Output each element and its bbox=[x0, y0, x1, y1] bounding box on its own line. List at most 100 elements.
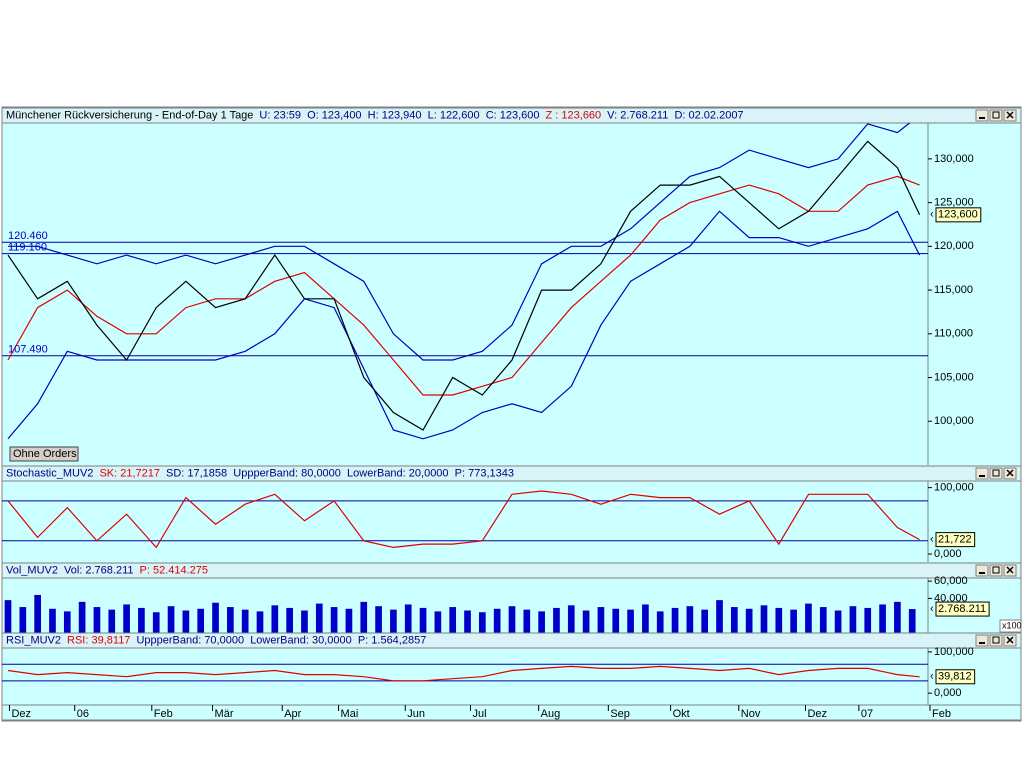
orders-button bbox=[9, 446, 79, 462]
volume-bar bbox=[760, 605, 768, 633]
y-tick-label: 0,000 bbox=[934, 687, 962, 699]
orders-button-label: Ohne Orders bbox=[13, 448, 77, 460]
volume-bar bbox=[597, 607, 605, 633]
y-tick-label: 105,000 bbox=[934, 371, 974, 383]
x-tick-label: Feb bbox=[154, 708, 173, 720]
x-tick-label: Okt bbox=[673, 708, 690, 720]
volume-bar bbox=[553, 607, 560, 633]
series-line bbox=[7, 140, 921, 431]
volume-bar bbox=[834, 610, 842, 633]
volume-bar bbox=[315, 603, 323, 633]
y-tick-label: 130,000 bbox=[934, 153, 974, 165]
y-tick-label: 100,000 bbox=[934, 646, 974, 658]
volume-bar bbox=[330, 607, 338, 633]
last-value-box bbox=[935, 669, 976, 685]
volume-bar bbox=[894, 601, 901, 633]
panel-header-text: Münchener Rückversicherung - End-of-Day … bbox=[6, 109, 744, 121]
x-tick-label: Mai bbox=[341, 708, 359, 720]
header-part: Stochastic_MUV2 bbox=[6, 467, 93, 479]
unit-label: x100 bbox=[1002, 620, 1022, 630]
volume-bar bbox=[197, 608, 205, 633]
volume-bar bbox=[167, 606, 175, 633]
window-button bbox=[975, 467, 989, 480]
last-value-label: 123,600 bbox=[938, 209, 978, 221]
header-part: RSI_MUV2 bbox=[6, 634, 61, 646]
window-button bbox=[989, 109, 1003, 122]
header-part: Vol: 2.768.211 bbox=[64, 564, 134, 576]
x-tick-label: Jul bbox=[472, 708, 486, 720]
plot-area bbox=[2, 663, 928, 682]
last-value-label: 21,722 bbox=[938, 534, 972, 546]
volume-bar bbox=[864, 607, 872, 633]
volume-bar bbox=[879, 604, 886, 633]
volume-bar bbox=[108, 609, 116, 633]
volume-bar bbox=[908, 609, 916, 633]
x-tick-label: Dez bbox=[807, 708, 827, 720]
volume-bar bbox=[464, 610, 471, 633]
volume-bar bbox=[375, 606, 382, 633]
x-axis-strip bbox=[1, 704, 1022, 721]
level-label: 107.490 bbox=[8, 344, 48, 356]
volume-bar bbox=[390, 609, 397, 633]
y-tick-label: 40,000 bbox=[934, 592, 968, 604]
volume-bar bbox=[642, 604, 649, 633]
series-line bbox=[7, 175, 920, 396]
panel-header bbox=[1, 465, 1022, 482]
last-marker: ‹ bbox=[930, 209, 934, 221]
header-part: Z : 123,660 bbox=[546, 109, 602, 121]
volume-bar bbox=[49, 608, 56, 633]
volume-bar bbox=[256, 611, 264, 633]
header-part: RSI: 39,8117 bbox=[67, 634, 130, 646]
window-button bbox=[975, 109, 989, 122]
volume-bar bbox=[775, 607, 783, 633]
volume-bar bbox=[93, 607, 101, 633]
volume-bar bbox=[612, 608, 620, 633]
series-line bbox=[7, 490, 920, 549]
plot-area bbox=[4, 594, 916, 633]
volume-bar bbox=[4, 600, 12, 633]
header-part: Vol_MUV2 bbox=[6, 564, 58, 576]
volume-bar bbox=[152, 612, 160, 633]
volume-bar bbox=[138, 607, 145, 633]
close-icon bbox=[1006, 111, 1014, 119]
volume-bar bbox=[656, 611, 664, 633]
volume-bar bbox=[508, 606, 516, 633]
last-value-box bbox=[935, 601, 990, 617]
header-part: SD: 17,1858 UppperBand: 80,0000 LowerBan… bbox=[166, 467, 514, 479]
y-tick-label: 60,000 bbox=[934, 575, 968, 587]
last-marker: ‹ bbox=[930, 534, 934, 546]
volume-bar bbox=[567, 605, 575, 633]
volume-bar bbox=[538, 611, 545, 633]
panel-header bbox=[1, 632, 1022, 649]
volume-bar bbox=[19, 607, 27, 633]
y-tick-label: 100,000 bbox=[934, 415, 974, 427]
last-value-box bbox=[935, 532, 976, 548]
unit-box bbox=[999, 619, 1022, 633]
volume-bar bbox=[404, 604, 412, 633]
window-button bbox=[989, 634, 1003, 647]
volume-bar bbox=[701, 609, 709, 633]
volume-bar bbox=[345, 608, 353, 633]
volume-bar bbox=[479, 612, 486, 633]
x-tick-label: Dez bbox=[11, 708, 31, 720]
close-icon bbox=[1006, 469, 1014, 477]
window-button bbox=[989, 564, 1003, 577]
y-tick-label: 100,000 bbox=[934, 482, 974, 494]
panel-header bbox=[1, 562, 1022, 579]
volume-bar bbox=[627, 609, 634, 633]
x-tick-label: Sep bbox=[610, 708, 630, 720]
y-tick-label: 0,000 bbox=[934, 548, 962, 560]
header-part: UppperBand: 70,0000 LowerBand: 30,0000 P… bbox=[136, 634, 426, 646]
volume-bar bbox=[227, 607, 234, 633]
plot-area bbox=[2, 490, 928, 549]
header-part: Münchener Rückversicherung - End-of-Day … bbox=[6, 109, 253, 121]
volume-bar bbox=[686, 606, 694, 633]
volume-bar bbox=[819, 607, 827, 633]
last-value-label: 2.768.211 bbox=[938, 603, 986, 615]
volume-bar bbox=[34, 594, 41, 633]
x-tick-label: Mär bbox=[215, 708, 234, 720]
volume-bar bbox=[493, 608, 501, 633]
volume-bar bbox=[360, 601, 368, 633]
volume-bar bbox=[63, 611, 71, 633]
